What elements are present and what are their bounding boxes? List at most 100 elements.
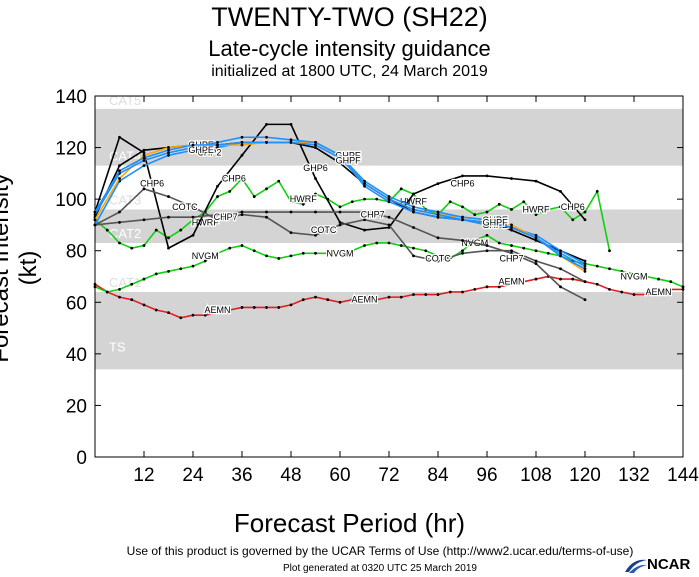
data-point [142,164,146,168]
x-tick-label: 96 [476,465,497,486]
data-point [314,192,317,196]
series-label-aemn: AEMN [498,277,524,287]
data-point [216,213,219,217]
series-label-aemn: AEMN [645,287,671,297]
data-point [216,195,219,198]
data-point [412,192,415,196]
ncar-logo-text: NCAR [647,556,691,573]
data-point [191,215,195,219]
data-point [93,285,97,289]
data-point [510,208,513,211]
data-point [191,146,195,149]
data-point [595,282,599,286]
x-axis-label: Forecast Period (hr) [233,508,466,538]
data-point [338,251,342,255]
data-point [461,218,464,222]
data-point [559,190,562,193]
x-tick-label: 108 [520,465,552,486]
data-point [632,272,636,276]
data-point [130,298,134,302]
data-point [485,223,489,227]
data-point [216,146,219,149]
data-point [681,285,685,289]
series-label-nvgm: NVGM [192,251,219,261]
data-point [240,306,244,309]
data-point [436,213,440,217]
data-point [289,210,293,214]
data-point [142,277,146,281]
data-point [583,269,587,273]
data-point [510,228,513,232]
data-point [363,182,366,186]
x-tick-label: 12 [133,465,154,486]
data-point [252,195,256,198]
data-point [375,241,379,245]
data-point [485,218,489,222]
data-point [583,264,587,268]
data-point [510,282,513,286]
data-point [338,220,342,224]
data-point [510,223,513,227]
data-point [620,269,624,273]
data-point [412,246,415,250]
data-point [191,205,195,209]
data-point [534,259,538,263]
category-label-cat3: CAT3 [109,192,141,207]
data-point [363,228,366,232]
data-point [179,267,183,271]
data-point [167,311,170,314]
data-point [142,148,146,152]
series-label-chp6: CHP6 [140,179,164,189]
data-point [118,287,121,291]
data-point [485,220,489,224]
series-label-chp6: CHP6 [222,174,246,184]
data-point [240,135,244,139]
data-point [497,241,501,245]
data-point [191,143,195,147]
data-point [314,146,317,149]
data-point [424,293,428,296]
data-point [314,143,317,147]
data-point [461,205,464,209]
data-point [387,197,391,201]
data-point [412,254,415,258]
data-point [436,210,440,214]
data-point [118,135,121,139]
series-label-chp7: CHP7 [361,210,385,220]
x-tick-label: 120 [569,465,601,486]
data-point [118,164,121,168]
data-point [265,187,268,191]
data-point [363,298,366,302]
series-label-ghp6: GHP6 [303,163,328,173]
data-point [326,298,330,302]
data-point [142,303,146,307]
data-point [289,254,293,258]
data-point [265,210,268,214]
data-point [559,277,562,281]
y-tick-label: 140 [55,87,87,108]
data-point [595,190,599,193]
data-point [534,213,538,217]
data-point [412,205,415,209]
x-tick-label: 84 [427,465,449,486]
band-cat4 [95,108,683,166]
data-point [93,213,97,217]
data-point [289,303,293,307]
data-point [105,228,109,232]
data-point [228,246,232,250]
data-point [265,215,268,219]
data-point [179,316,183,320]
data-point [289,141,293,144]
data-point [93,210,97,214]
data-point [130,282,134,286]
data-point [265,306,268,309]
data-point [118,169,121,173]
data-point [338,161,342,165]
data-point [314,210,317,214]
data-point [583,298,587,302]
series-label-chp6: CHP6 [450,179,474,189]
data-point [363,218,366,222]
data-point [142,153,146,157]
